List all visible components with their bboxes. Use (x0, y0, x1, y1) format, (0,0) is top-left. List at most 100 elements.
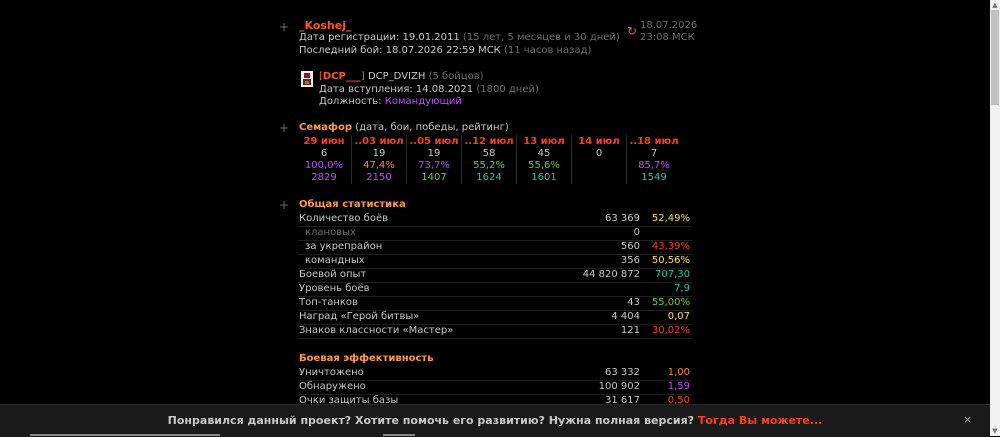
stat-ratio: 707,30 (655, 269, 690, 280)
clan-name[interactable]: DCP_DVIZH (367, 71, 426, 82)
semaphore-wins-row: 100,0% 47,4% 73,7% 55,2% 55,6% 85,7% (297, 160, 681, 172)
current-date: 18.07.2026 (640, 20, 698, 31)
stat-row: Уровень боёв 7,9 (298, 282, 692, 297)
semaphore-date: ..05 июл (406, 135, 462, 148)
semaphore-win-rate: 55,6% (516, 160, 572, 172)
semaphore-rating: 1624 (461, 172, 517, 184)
stat-value: 121 (620, 325, 640, 336)
player-name: _Koshej_ (299, 19, 352, 32)
stat-value: 31 617 (605, 395, 640, 406)
stat-label: за укрепрайон (305, 241, 383, 252)
stat-ratio: 43,39% (651, 241, 690, 252)
horizontal-scroll-indicator (383, 434, 415, 436)
clan-emblem-icon (301, 71, 313, 87)
stat-row: за укрепрайон 560 43,39% (298, 240, 692, 255)
stat-ratio: 0,07 (667, 311, 690, 322)
stat-value: 560 (620, 241, 640, 252)
stat-label: Количество боёв (299, 213, 389, 224)
semaphore-subtitle: (дата, бои, победы, рейтинг) (355, 122, 509, 133)
semaphore-battles: 0 (571, 148, 627, 160)
stat-label: Знаков классности «Мастер» (299, 325, 454, 336)
refresh-icon[interactable]: ↻ (627, 24, 638, 38)
expand-semaphore-icon[interactable]: + (279, 121, 290, 135)
semaphore-battles: 19 (351, 148, 407, 160)
semaphore-rating: 1549 (626, 172, 681, 184)
semaphore-date: ..18 июл (626, 135, 681, 148)
banner-link[interactable]: Тогда Вы можете... (697, 414, 823, 427)
stat-row: Топ-танков 43 55,00% (298, 296, 692, 311)
stat-value: 43 (627, 297, 640, 308)
semaphore-rating: 1601 (516, 172, 572, 184)
semaphore-header: Семафор (дата, бои, победы, рейтинг) (299, 122, 509, 133)
close-icon[interactable]: × (963, 413, 973, 426)
support-banner: Понравился данный проект? Хотите помочь … (0, 404, 990, 437)
semaphore-dates-row: 29 июн ..03 июл ..05 июл ..12 июл 13 июл… (297, 135, 681, 148)
semaphore-rating: 2150 (351, 172, 407, 184)
stat-ratio: 30,02% (651, 325, 690, 336)
stat-ratio: 55,00% (651, 297, 690, 308)
registration-ago: (15 лет, 5 месяцев и 30 дней) (462, 32, 620, 43)
last-battle-date: Последний бой: 18.07.2026 22:59 МСК (299, 45, 501, 56)
current-datetime: 18.07.2026 23:08 МСК (640, 20, 698, 44)
scroll-down-arrow-icon[interactable]: ▼ (992, 427, 998, 435)
stat-value: 0 (633, 227, 640, 238)
clan-tag[interactable]: DCP___ (322, 71, 361, 82)
stat-ratio: 1,59 (667, 381, 690, 392)
expand-header-icon[interactable]: + (279, 20, 290, 34)
scroll-thumb[interactable] (991, 10, 999, 105)
clan-role-label: Должность: (319, 96, 382, 107)
stat-value: 356 (620, 255, 640, 266)
vertical-scrollbar[interactable]: ▲ ▼ (990, 0, 1000, 436)
stat-row: клановых 0 (298, 226, 692, 241)
general-stats-title: Общая статистика (299, 199, 406, 210)
expand-general-stats-icon[interactable]: + (279, 198, 290, 212)
stat-ratio: 7,9 (674, 283, 690, 294)
stat-value: 63 332 (605, 367, 640, 378)
stat-label: Очки защиты базы (299, 395, 399, 406)
semaphore-win-rate: 85,7% (626, 160, 681, 172)
stat-row: Обнаружено 100 902 1,59 (298, 380, 692, 395)
registration-date: Дата регистрации: 19.01.2011 (299, 32, 460, 43)
semaphore-date: ..03 июл (351, 135, 407, 148)
stat-value: 100 902 (598, 381, 640, 392)
semaphore-title: Семафор (299, 122, 352, 133)
semaphore-battles-row: 6 19 19 58 45 0 7 (297, 148, 681, 160)
clan-tag-open: [ (319, 71, 323, 82)
clan-line: [DCP___] DCP_DVIZH (5 бойцов) (319, 71, 484, 82)
semaphore-battles: 6 (320, 148, 328, 159)
stat-ratio: 0,50 (667, 395, 690, 406)
semaphore-rating: 2829 (311, 172, 337, 183)
stat-label: Обнаружено (299, 381, 366, 392)
semaphore-win-rate: 100,0% (304, 160, 344, 171)
semaphore-win-rate: 55,2% (461, 160, 517, 172)
banner-message: Понравился данный проект? Хотите помочь … (0, 414, 990, 427)
semaphore-date: ..12 июл (461, 135, 517, 148)
registration-info: Дата регистрации: 19.01.2011 (15 лет, 5 … (299, 32, 620, 43)
stat-value: 63 369 (605, 213, 640, 224)
banner-text: Понравился данный проект? Хотите помочь … (167, 414, 695, 427)
stat-ratio: 50,56% (651, 255, 690, 266)
semaphore-win-rate: 47,4% (351, 160, 407, 172)
stat-value: 44 820 872 (582, 269, 640, 280)
clan-role: Командующий (384, 96, 462, 107)
stat-label: Уничтожено (299, 367, 364, 378)
stat-value: 4 404 (611, 311, 640, 322)
semaphore-battles: 19 (406, 148, 462, 160)
stat-label: Топ-танков (299, 297, 358, 308)
clan-join-info: Дата вступления: 14.08.2021 (1800 дней) (319, 84, 539, 95)
semaphore-win-rate (571, 160, 627, 172)
stat-ratio: 1,00 (667, 367, 690, 378)
stat-row: Уничтожено 63 332 1,00 (298, 366, 692, 381)
stat-row: Наград «Герой битвы» 4 404 0,07 (298, 310, 692, 325)
stat-label: Наград «Герой битвы» (299, 311, 420, 322)
scroll-up-arrow-icon[interactable]: ▲ (992, 1, 998, 9)
semaphore-battles: 45 (516, 148, 572, 160)
horizontal-scroll-indicator (30, 434, 220, 436)
stat-label: Боевой опыт (299, 269, 367, 280)
semaphore-date: 13 июл (516, 135, 572, 148)
semaphore-date: 14 июл (571, 135, 627, 148)
last-battle-ago: (11 часов назад) (503, 45, 592, 56)
stat-label: Уровень боёв (299, 283, 370, 294)
stat-label: командных (305, 255, 365, 266)
semaphore-win-rate: 73,7% (406, 160, 462, 172)
